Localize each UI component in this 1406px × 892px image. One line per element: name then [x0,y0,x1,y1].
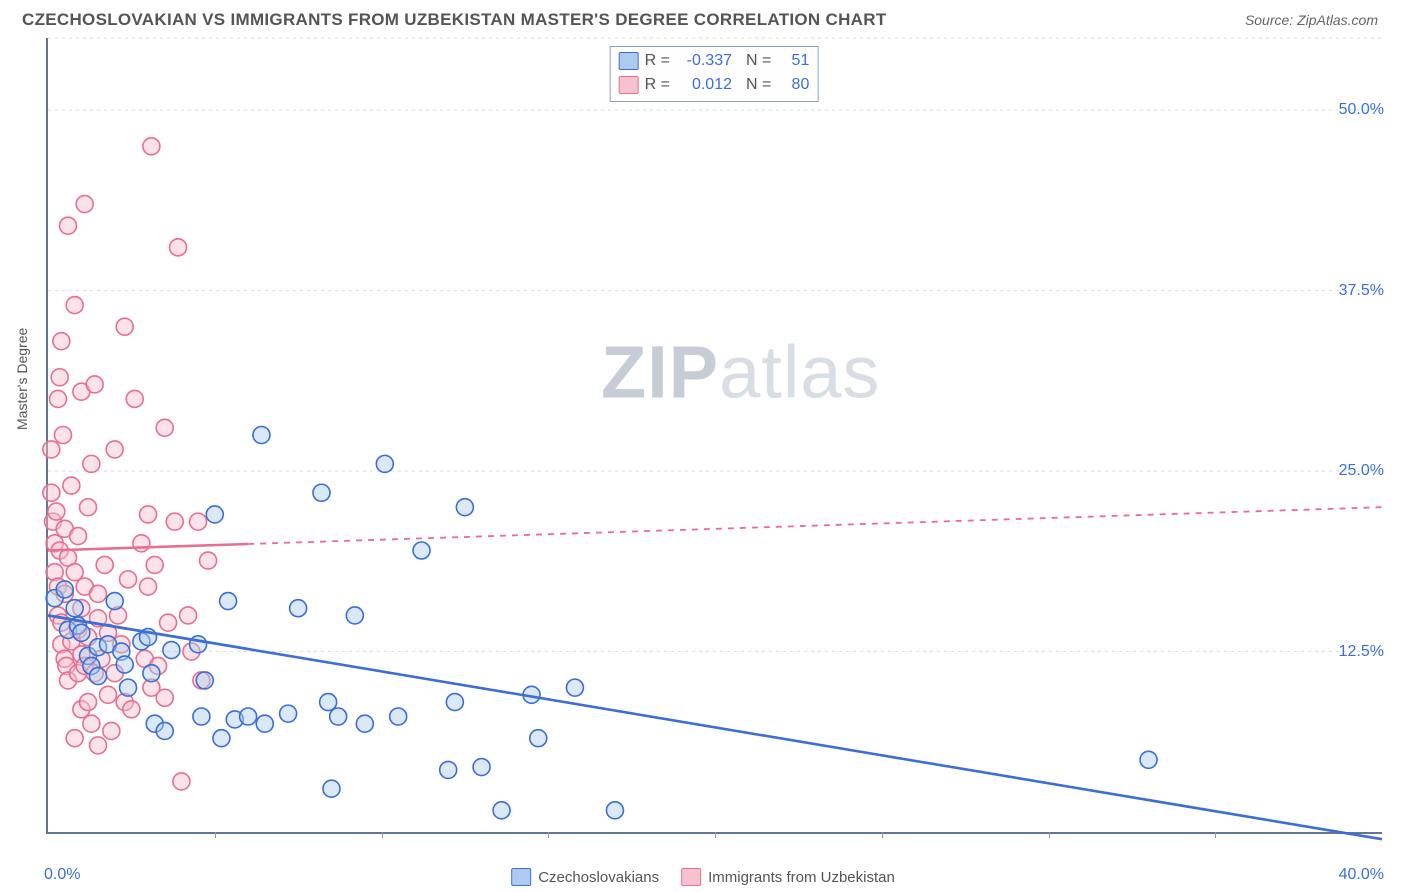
y-tick-label: 37.5% [1339,282,1384,300]
r-label: R = [645,76,670,94]
legend-swatch [511,868,531,886]
legend-swatch [619,76,639,94]
n-label: N = [746,52,771,70]
chart-title: CZECHOSLOVAKIAN VS IMMIGRANTS FROM UZBEK… [22,10,887,30]
correlation-legend: R = -0.337 N = 51 R = 0.012 N = 80 [610,46,819,102]
n-value: 51 [777,52,809,70]
x-tick [548,832,549,838]
correlation-row-pink: R = 0.012 N = 80 [619,73,810,97]
correlation-row-blue: R = -0.337 N = 51 [619,49,810,73]
x-tick [1215,832,1216,838]
y-tick-label: 12.5% [1339,643,1384,661]
plot-container: ZIPatlas R =-0.337N =51R =0.012N =80 [46,38,1382,834]
legend-label: Czechoslovakians [538,869,659,886]
x-axis-max-label: 40.0% [1339,866,1384,884]
n-value: 80 [777,76,809,94]
x-tick [882,832,883,838]
y-axis-label: Master's Degree [14,328,30,430]
n-label: N = [746,76,771,94]
legend-swatch [681,868,701,886]
chart-header: CZECHOSLOVAKIAN VS IMMIGRANTS FROM UZBEK… [0,0,1406,36]
x-tick [215,832,216,838]
r-label: R = [645,52,670,70]
plot-area [46,38,1382,834]
x-axis-min-label: 0.0% [44,866,80,884]
y-tick-label: 25.0% [1339,462,1384,480]
x-tick [715,832,716,838]
chart-source: Source: ZipAtlas.com [1245,12,1378,28]
series-legend: Czechoslovakians Immigrants from Uzbekist… [511,868,895,886]
r-value: -0.337 [676,52,732,70]
legend-item-blue: Czechoslovakians [511,868,659,886]
y-tick-label: 50.0% [1339,101,1384,119]
legend-swatch [619,52,639,70]
legend-item-pink: Immigrants from Uzbekistan [681,868,895,886]
plot-svg [48,38,1382,832]
legend-label: Immigrants from Uzbekistan [708,869,895,886]
x-tick [382,832,383,838]
r-value: 0.012 [676,76,732,94]
x-tick [1049,832,1050,838]
